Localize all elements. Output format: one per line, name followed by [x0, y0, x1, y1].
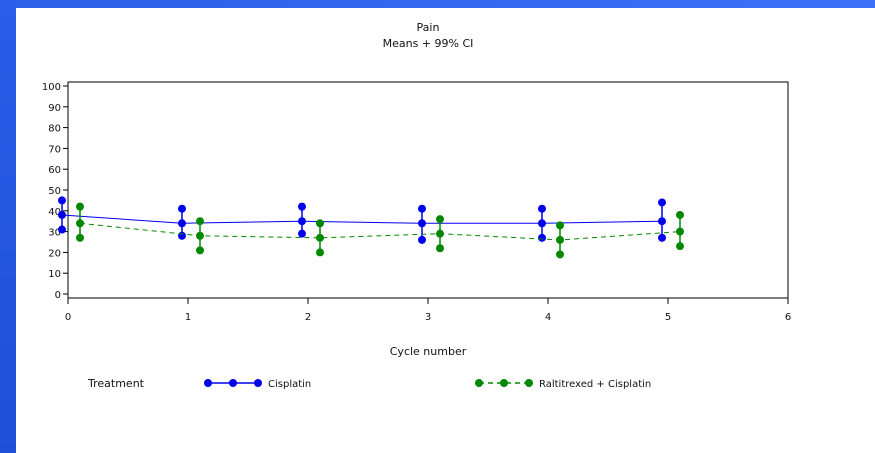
- y-tick-label: 60: [48, 165, 61, 176]
- mean-point: [298, 217, 306, 226]
- legend-title: Treatment: [87, 377, 145, 390]
- x-axis-label: Cycle number: [390, 345, 467, 358]
- mean-point: [196, 231, 204, 240]
- y-tick-label: 30: [48, 228, 61, 239]
- series-line: [61, 214, 663, 224]
- slide-left-band: [0, 0, 16, 453]
- mean-point: [178, 219, 186, 228]
- ci-upper-point: [676, 210, 684, 219]
- y-tick-label: 10: [48, 269, 61, 280]
- pain-chart: Pain Means + 99% CI 01020304050607080901…: [42, 21, 791, 390]
- legend-item-2: Raltitrexed + Cisplatin: [475, 379, 651, 390]
- plot-layer: [58, 196, 684, 259]
- y-axis: 0 10 20 30 40 50 60 70 80 90 100: [42, 82, 68, 301]
- ci-upper-point: [58, 196, 66, 205]
- mean-point: [418, 219, 426, 228]
- ci-upper-point: [316, 219, 324, 228]
- ci-lower-point: [556, 250, 564, 259]
- ci-lower-point: [196, 246, 204, 255]
- legend-label: Raltitrexed + Cisplatin: [539, 379, 651, 390]
- y-tick-label: 100: [42, 82, 61, 93]
- mean-point: [436, 229, 444, 238]
- chart-title: Pain: [417, 21, 440, 34]
- legend-marker: [254, 379, 262, 387]
- ci-lower-point: [298, 229, 306, 238]
- ci-lower-point: [316, 248, 324, 257]
- ci-lower-point: [436, 244, 444, 253]
- mean-point: [58, 210, 66, 219]
- y-tick-label: 70: [48, 144, 61, 155]
- x-tick-label: 1: [185, 312, 191, 323]
- mean-point: [76, 219, 84, 228]
- ci-upper-point: [298, 202, 306, 211]
- ci-lower-point: [676, 242, 684, 251]
- y-tick-label: 40: [48, 207, 61, 218]
- legend-marker: [229, 379, 237, 387]
- ci-upper-point: [436, 215, 444, 224]
- x-axis: 0 1 2 3 4 5 6: [65, 298, 791, 323]
- ci-lower-point: [178, 231, 186, 240]
- legend-marker: [204, 379, 212, 387]
- ci-upper-point: [538, 204, 546, 213]
- ci-lower-point: [418, 235, 426, 244]
- legend-marker: [475, 379, 483, 387]
- x-tick-label: 0: [65, 312, 71, 323]
- ci-lower-point: [658, 233, 666, 242]
- mean-point: [538, 219, 546, 228]
- y-tick-label: 20: [48, 248, 61, 259]
- ci-upper-point: [658, 198, 666, 207]
- chart-subtitle: Means + 99% CI: [383, 37, 474, 50]
- x-tick-label: 2: [305, 312, 311, 323]
- mean-point: [676, 227, 684, 236]
- ci-upper-point: [178, 204, 186, 213]
- legend-marker: [525, 379, 533, 387]
- legend-label: Cisplatin: [268, 379, 311, 390]
- mean-point: [556, 235, 564, 244]
- mean-point: [316, 233, 324, 242]
- legend: Cisplatin Raltitrexed + Cisplatin: [204, 379, 651, 390]
- ci-upper-point: [556, 221, 564, 230]
- ci-upper-point: [76, 202, 84, 211]
- plot-frame: [67, 81, 789, 299]
- x-tick-label: 6: [785, 312, 791, 323]
- x-tick-label: 4: [545, 312, 551, 323]
- series-2: [76, 202, 684, 259]
- series-line: [79, 222, 681, 241]
- mean-point: [658, 217, 666, 226]
- legend-item-1: Cisplatin: [204, 379, 311, 390]
- ci-lower-point: [76, 233, 84, 242]
- slide-top-band: [0, 0, 875, 10]
- ci-upper-point: [418, 204, 426, 213]
- x-tick-label: 5: [665, 312, 671, 323]
- x-tick-label: 3: [425, 312, 431, 323]
- ci-lower-point: [538, 233, 546, 242]
- ci-lower-point: [58, 225, 66, 234]
- chart-panel: Pain Means + 99% CI 0 10 20 30 40 50 60 70 80 90 1…: [16, 8, 875, 453]
- y-tick-label: 50: [48, 186, 61, 197]
- ci-upper-point: [196, 217, 204, 226]
- legend-marker: [500, 379, 508, 387]
- y-tick-label: 80: [48, 124, 61, 135]
- y-tick-label: 90: [48, 103, 61, 114]
- y-tick-label: 0: [55, 290, 61, 301]
